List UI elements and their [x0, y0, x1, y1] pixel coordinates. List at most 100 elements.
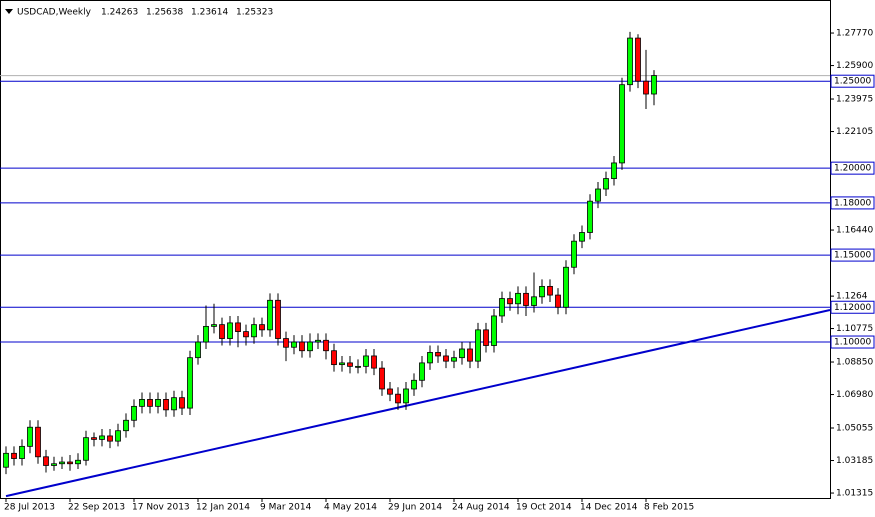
y-tick-label: 1.03185: [836, 456, 873, 466]
x-tick-label: 17 Nov 2013: [132, 503, 190, 513]
candle-body: [243, 331, 249, 338]
candle-body: [123, 419, 129, 432]
candle-body: [387, 388, 393, 395]
candle-body: [523, 292, 529, 306]
candle-body: [99, 435, 105, 440]
candle-body: [307, 341, 313, 352]
level-label-box: [830, 335, 875, 349]
candle-body: [579, 232, 585, 242]
y-tick-label: 1.1264: [836, 292, 868, 302]
candle-body: [195, 341, 201, 359]
candle-body: [635, 37, 641, 82]
candle-body: [603, 178, 609, 190]
level-label: 1.12000: [834, 303, 871, 313]
candle-body: [27, 426, 33, 447]
candle-body: [475, 329, 481, 362]
candle-body: [563, 266, 569, 308]
candle-body: [283, 338, 289, 348]
candle-body: [227, 322, 233, 339]
candle-body: [355, 365, 361, 368]
y-tick-label: 1.10775: [836, 324, 873, 334]
candle-body: [483, 329, 489, 346]
x-tick-label: 8 Feb 2015: [644, 503, 694, 513]
candle-body: [115, 430, 121, 442]
candle-body: [379, 367, 385, 390]
candle-body: [547, 285, 553, 296]
candle-body: [499, 298, 505, 317]
ohlc-value: 1.25323: [236, 8, 273, 18]
candle-body: [467, 348, 473, 362]
candle-body: [595, 188, 601, 202]
candle-body: [251, 324, 257, 338]
candle-body: [411, 379, 417, 390]
candle-body: [179, 397, 185, 409]
candle-body: [643, 80, 649, 95]
y-tick-label: 1.08850: [836, 358, 873, 368]
menu-triangle: [5, 9, 13, 14]
x-tick-label: 19 Oct 2014: [516, 503, 572, 513]
candle-body: [291, 341, 297, 348]
candle-body: [187, 357, 193, 409]
candle-body: [419, 362, 425, 381]
candle-body: [91, 437, 97, 440]
candle-body: [531, 296, 537, 306]
candle-body: [59, 461, 65, 465]
trendline: [5, 309, 831, 498]
level-label-box: [830, 300, 875, 314]
candle-body: [259, 324, 265, 331]
level-label-box: [830, 196, 875, 210]
candle-body: [347, 362, 353, 367]
candle-body: [619, 84, 625, 164]
x-tick-label: 14 Dec 2014: [580, 503, 638, 513]
candle-body: [43, 456, 49, 466]
candle-body: [235, 322, 241, 332]
candle-body: [331, 350, 337, 366]
candle-body: [571, 240, 577, 268]
candle-body: [299, 341, 305, 352]
x-tick-label: 28 Jul 2013: [4, 503, 55, 513]
candle-body: [139, 399, 145, 407]
candle-body: [11, 452, 17, 459]
candle-body: [219, 324, 225, 339]
candle-body: [203, 325, 209, 343]
candle-body: [427, 352, 433, 364]
candle-body: [147, 399, 153, 407]
candle-body: [75, 459, 81, 465]
x-tick-label: 9 Mar 2014: [260, 503, 312, 513]
candle-body: [403, 388, 409, 404]
level-label-box: [830, 74, 875, 88]
candle-body: [507, 298, 513, 305]
level-label: 1.18000: [834, 198, 871, 208]
y-tick-label: 1.25900: [836, 61, 873, 71]
level-label: 1.20000: [834, 164, 871, 174]
candle-body: [339, 362, 345, 366]
x-tick-label: 29 Jun 2014: [388, 503, 442, 513]
level-label: 1.25000: [834, 77, 871, 87]
ohlc-value: 1.23614: [191, 8, 228, 18]
candle-body: [275, 299, 281, 339]
candle-body: [627, 37, 633, 86]
candle-body: [395, 393, 401, 404]
y-tick-label: 1.16440: [836, 226, 873, 236]
level-label-box: [830, 161, 875, 175]
candle-body: [587, 200, 593, 233]
candle-body: [611, 162, 617, 179]
candle-body: [315, 339, 321, 343]
candle-body: [83, 437, 89, 461]
candle-body: [155, 399, 161, 407]
candle-body: [211, 324, 217, 327]
level-label: 1.15000: [834, 251, 871, 261]
candle-body: [131, 405, 137, 421]
candle-body: [163, 399, 169, 411]
y-tick-label: 1.06980: [836, 390, 873, 400]
candle-body: [35, 426, 41, 458]
level-label: 1.10000: [834, 338, 871, 348]
candle-body: [267, 299, 273, 331]
y-tick-label: 1.23975: [836, 95, 873, 105]
candle-body: [363, 355, 369, 367]
candle-body: [443, 355, 449, 362]
ohlc-value: 1.25638: [146, 8, 183, 18]
candle-body: [107, 435, 113, 442]
